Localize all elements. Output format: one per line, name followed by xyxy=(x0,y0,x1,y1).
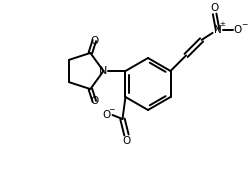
Text: N: N xyxy=(99,66,108,76)
Text: O: O xyxy=(210,3,219,13)
Text: ±: ± xyxy=(220,21,226,27)
Text: −: − xyxy=(242,20,248,29)
Text: O: O xyxy=(122,136,131,146)
Text: O: O xyxy=(234,25,242,35)
Text: O: O xyxy=(90,96,99,106)
Text: N: N xyxy=(214,25,222,35)
Text: O: O xyxy=(102,110,111,120)
Text: −: − xyxy=(108,106,115,114)
Text: O: O xyxy=(90,35,99,46)
